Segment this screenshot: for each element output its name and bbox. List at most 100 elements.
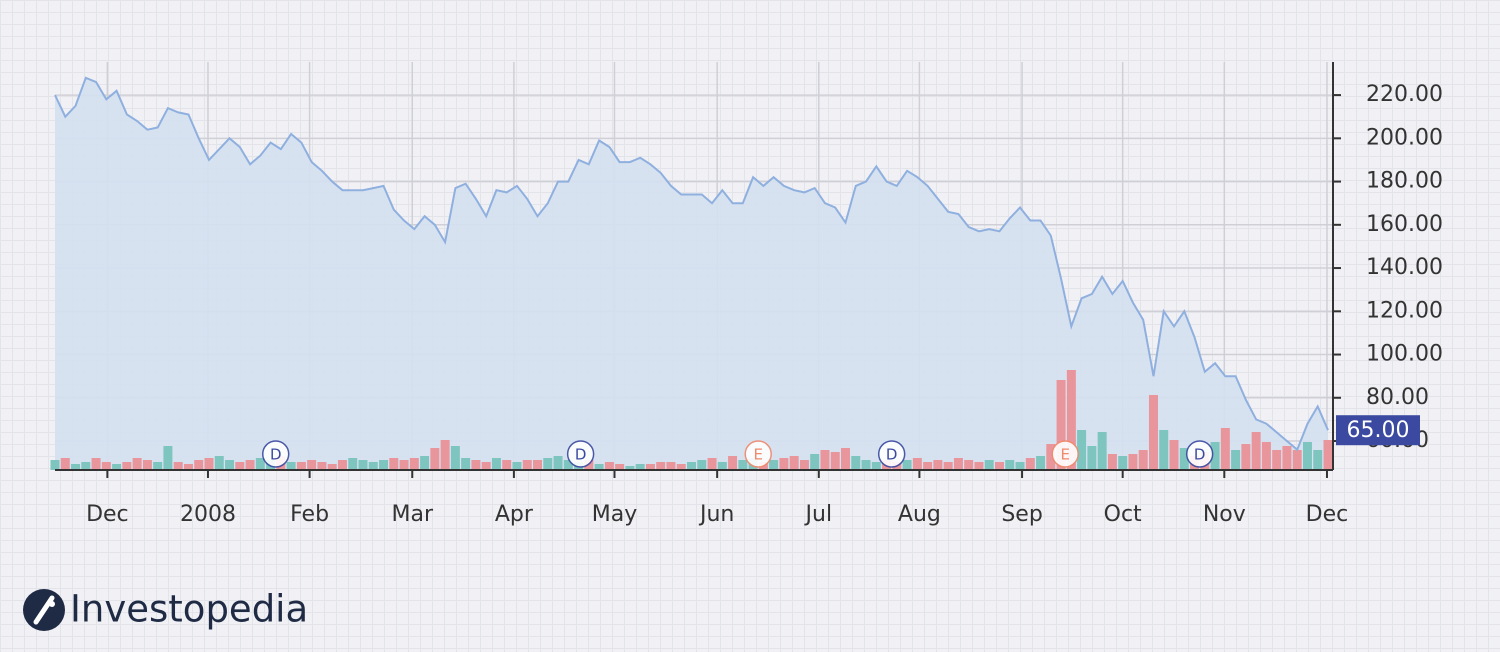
volume-bar bbox=[851, 456, 861, 470]
volume-bar bbox=[91, 458, 101, 470]
volume-bar bbox=[368, 462, 378, 470]
volume-bar bbox=[389, 458, 399, 470]
volume-bar bbox=[358, 460, 368, 470]
volume-bar bbox=[820, 450, 830, 470]
event-marker bbox=[744, 440, 772, 468]
x-tick-label: Sep bbox=[1001, 502, 1042, 527]
volume-bar bbox=[327, 464, 337, 470]
x-tick-label: Feb bbox=[290, 502, 329, 527]
y-tick-label: 80.00 bbox=[1366, 385, 1429, 410]
volume-bar bbox=[173, 462, 183, 470]
volume-bar bbox=[676, 464, 686, 470]
event-marker bbox=[261, 440, 290, 468]
volume-bar bbox=[255, 458, 265, 470]
volume-bar bbox=[974, 462, 984, 470]
x-tick-label: Jul bbox=[804, 502, 833, 527]
volume-bar bbox=[1282, 446, 1292, 470]
volume-bar bbox=[779, 458, 789, 470]
volume-bar bbox=[235, 462, 245, 470]
volume-bar bbox=[687, 462, 696, 470]
volume-bar bbox=[1220, 428, 1230, 470]
y-tick-label: 220.00 bbox=[1366, 82, 1443, 107]
volume-bar bbox=[142, 460, 152, 470]
volume-bar bbox=[522, 460, 532, 470]
volume-bar bbox=[1169, 440, 1179, 470]
x-tick-label: Aug bbox=[898, 502, 941, 527]
volume-bar bbox=[717, 462, 727, 470]
volume-bar bbox=[112, 464, 122, 470]
logo bbox=[23, 589, 65, 631]
volume-bar bbox=[543, 458, 553, 470]
volume-bar bbox=[1231, 450, 1241, 470]
volume-bar bbox=[214, 456, 224, 470]
volume-bar bbox=[1036, 456, 1046, 470]
volume-bar bbox=[615, 464, 625, 470]
volume-bar bbox=[430, 448, 440, 470]
volume-bar bbox=[861, 460, 871, 470]
event-label: D bbox=[886, 446, 898, 464]
volume-bar bbox=[1210, 442, 1220, 470]
y-tick-label: 180.00 bbox=[1366, 169, 1443, 194]
volume-bar bbox=[491, 458, 501, 470]
y-tick-label: 120.00 bbox=[1366, 298, 1443, 323]
volume-bar bbox=[153, 462, 163, 470]
volume-bar bbox=[902, 460, 912, 470]
x-tick-label: Oct bbox=[1104, 502, 1142, 527]
volume-bar bbox=[450, 446, 460, 470]
volume-bar bbox=[594, 464, 604, 470]
x-tick-label: Dec bbox=[86, 502, 129, 527]
volume-bar bbox=[1025, 458, 1035, 470]
volume-bar bbox=[769, 460, 779, 470]
volume-bar bbox=[656, 462, 666, 470]
volume-bar bbox=[1302, 442, 1312, 470]
volume-bar bbox=[379, 460, 389, 470]
volume-bar bbox=[1128, 454, 1138, 470]
y-tick-label: 160.00 bbox=[1366, 212, 1443, 237]
volume-bar bbox=[933, 460, 943, 470]
volume-bar bbox=[994, 462, 1004, 470]
x-tick-label: Mar bbox=[392, 502, 434, 527]
volume-bar bbox=[1251, 432, 1261, 470]
price-area bbox=[55, 77, 1328, 471]
volume-bar bbox=[964, 460, 974, 470]
event-label: D bbox=[270, 446, 282, 464]
volume-bar bbox=[953, 458, 963, 470]
volume-bar bbox=[1292, 450, 1302, 470]
event-label: E bbox=[753, 446, 762, 464]
volume-bar bbox=[512, 462, 522, 470]
volume-bar bbox=[245, 460, 255, 470]
volume-bar bbox=[409, 458, 419, 470]
volume-bar bbox=[1087, 446, 1097, 470]
volume-bar bbox=[645, 464, 655, 470]
volume-bar bbox=[1138, 450, 1148, 470]
volume-bar bbox=[337, 460, 347, 470]
event-marker bbox=[1051, 440, 1079, 468]
volume-bar bbox=[1179, 448, 1189, 470]
volume-bar bbox=[697, 460, 707, 470]
volume-bar bbox=[1077, 430, 1087, 470]
y-tick-label: 100.00 bbox=[1366, 342, 1443, 367]
event-marker bbox=[1185, 440, 1214, 468]
volume-bar bbox=[307, 460, 317, 470]
volume-bar bbox=[420, 456, 430, 470]
volume-bar bbox=[317, 462, 327, 470]
volume-bar bbox=[50, 460, 60, 470]
volume-bar bbox=[738, 460, 748, 470]
volume-bar bbox=[122, 462, 132, 470]
y-tick-label: 140.00 bbox=[1366, 255, 1443, 280]
volume-bar bbox=[563, 460, 573, 470]
volume-bar bbox=[81, 462, 91, 470]
last-price-label: 65.00 bbox=[1347, 418, 1410, 443]
volume-bar bbox=[132, 458, 142, 470]
volume-bar bbox=[1097, 432, 1107, 470]
volume-bar bbox=[183, 464, 193, 470]
volume-bar bbox=[481, 462, 491, 470]
volume-bar bbox=[1118, 456, 1128, 470]
volume-bar bbox=[625, 466, 635, 470]
volume-bar bbox=[502, 460, 512, 470]
volume-bar bbox=[1159, 430, 1169, 470]
volume-bar bbox=[1261, 442, 1271, 470]
volume-bar bbox=[840, 448, 850, 470]
volume-bar bbox=[1056, 380, 1066, 470]
